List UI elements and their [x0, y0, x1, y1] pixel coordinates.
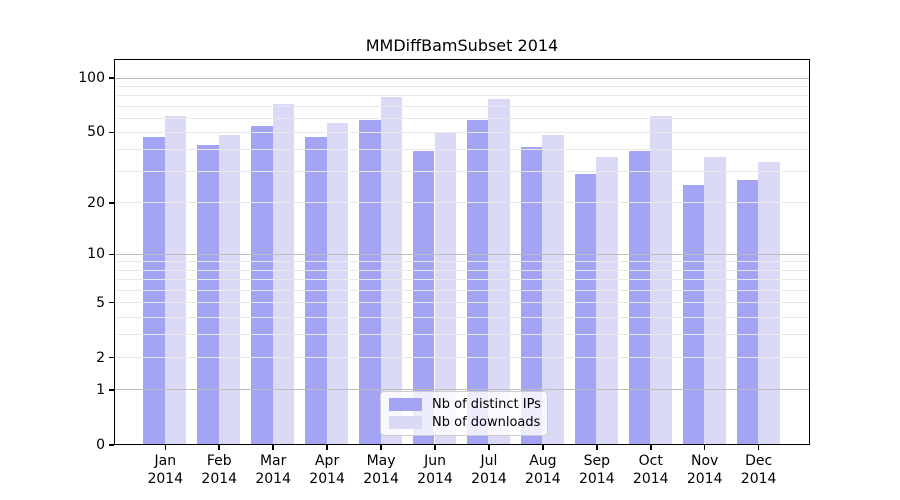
y-tick-mark: [109, 131, 114, 134]
x-tick-mark: [542, 445, 544, 450]
bar-downloads-Sep: [596, 157, 618, 444]
bar-ips-Nov: [682, 185, 705, 444]
gridline-minor: [115, 289, 809, 291]
bar-downloads-Dec: [758, 161, 780, 444]
gridline-minor: [115, 261, 809, 263]
x-tick-label: Oct 2014: [632, 453, 669, 487]
chart-title: MMDiffBamSubset 2014: [365, 36, 559, 55]
x-tick-mark: [703, 445, 706, 450]
bar-ips-Feb: [197, 145, 219, 444]
y-tick-label: 1: [96, 381, 105, 398]
bar-downloads-Feb: [218, 135, 241, 444]
legend-swatch-distinct-ips: [389, 398, 422, 411]
y-tick-label: 2: [96, 349, 105, 366]
x-tick-mark: [218, 445, 220, 450]
gridline-minor: [115, 357, 809, 359]
gridline-minor: [115, 279, 809, 281]
gridline-minor: [115, 85, 809, 87]
gridline-minor: [115, 316, 809, 318]
x-tick-label: Jul 2014: [471, 453, 507, 487]
x-tick-label: Feb 2014: [201, 453, 238, 487]
gridline-minor: [115, 269, 809, 271]
gridline-minor: [115, 202, 809, 204]
bar-ips-Jun: [412, 151, 435, 444]
y-tick-mark: [109, 301, 114, 304]
gridline-minor: [115, 171, 809, 173]
gridline-minor: [115, 302, 809, 304]
y-tick-label: 0: [96, 437, 105, 453]
legend-item-downloads: Nb of downloads: [389, 415, 541, 430]
gridline-minor: [115, 117, 809, 119]
x-tick-label: Dec 2014: [740, 453, 777, 487]
x-tick-label: Mar 2014: [255, 453, 291, 487]
bar-ips-Sep: [574, 174, 597, 444]
x-tick-mark: [164, 445, 167, 450]
x-tick-mark: [380, 445, 382, 450]
bar-downloads-Jan: [164, 116, 187, 444]
gridline-major: [115, 77, 809, 79]
plot-area: [114, 59, 810, 445]
x-tick-mark: [434, 445, 436, 450]
bar-downloads-Aug: [542, 135, 564, 444]
x-tick-mark: [272, 445, 274, 450]
bar-downloads-Nov: [704, 157, 726, 444]
legend-label-distinct-ips: Nb of distinct IPs: [432, 397, 541, 412]
legend: Nb of distinct IPs Nb of downloads: [380, 391, 548, 436]
bar-ips-Mar: [251, 125, 273, 444]
bar-ips-Dec: [736, 179, 759, 444]
x-tick-label: Jun 2014: [417, 453, 453, 487]
bar-ips-Aug: [520, 147, 543, 444]
bar-ips-Oct: [628, 151, 651, 444]
y-tick-mark: [109, 444, 114, 446]
legend-swatch-downloads: [389, 416, 422, 429]
bar-ips-Jul: [466, 120, 489, 444]
x-tick-label: Apr 2014: [309, 453, 345, 487]
y-tick-mark: [109, 202, 114, 204]
y-tick-mark: [109, 253, 114, 256]
gridline-minor: [115, 149, 809, 151]
legend-item-ips: Nb of distinct IPs: [389, 397, 541, 412]
x-tick-label: May 2014: [363, 453, 399, 487]
legend-label-downloads: Nb of downloads: [432, 415, 541, 430]
y-tick-label: 5: [96, 294, 105, 311]
x-tick-mark: [650, 445, 652, 450]
x-tick-mark: [596, 445, 598, 450]
gridline-major: [115, 389, 809, 391]
gridline-major: [115, 253, 809, 255]
gridline-minor: [115, 95, 809, 97]
y-tick-label: 50: [87, 124, 105, 141]
bar-downloads-Jun: [434, 133, 457, 444]
y-tick-mark: [109, 389, 114, 391]
x-tick-label: Aug 2014: [525, 453, 561, 487]
x-tick-label: Nov 2014: [686, 453, 723, 487]
x-tick-label: Jan 2014: [147, 453, 184, 487]
x-tick-label: Sep 2014: [578, 453, 615, 487]
y-tick-mark: [109, 77, 114, 79]
y-tick-label: 10: [87, 246, 105, 263]
bar-downloads-Mar: [272, 104, 295, 444]
x-tick-mark: [326, 445, 328, 450]
gridline-minor: [115, 334, 809, 336]
y-tick-label: 100: [78, 70, 105, 86]
y-tick-label: 20: [87, 194, 105, 211]
bar-downloads-Oct: [650, 116, 672, 444]
gridline-minor: [115, 131, 809, 133]
gridline-minor: [115, 105, 809, 107]
x-tick-mark: [757, 445, 760, 450]
x-tick-mark: [488, 445, 490, 450]
y-tick-mark: [109, 356, 114, 359]
bar-ips-May: [358, 120, 381, 444]
